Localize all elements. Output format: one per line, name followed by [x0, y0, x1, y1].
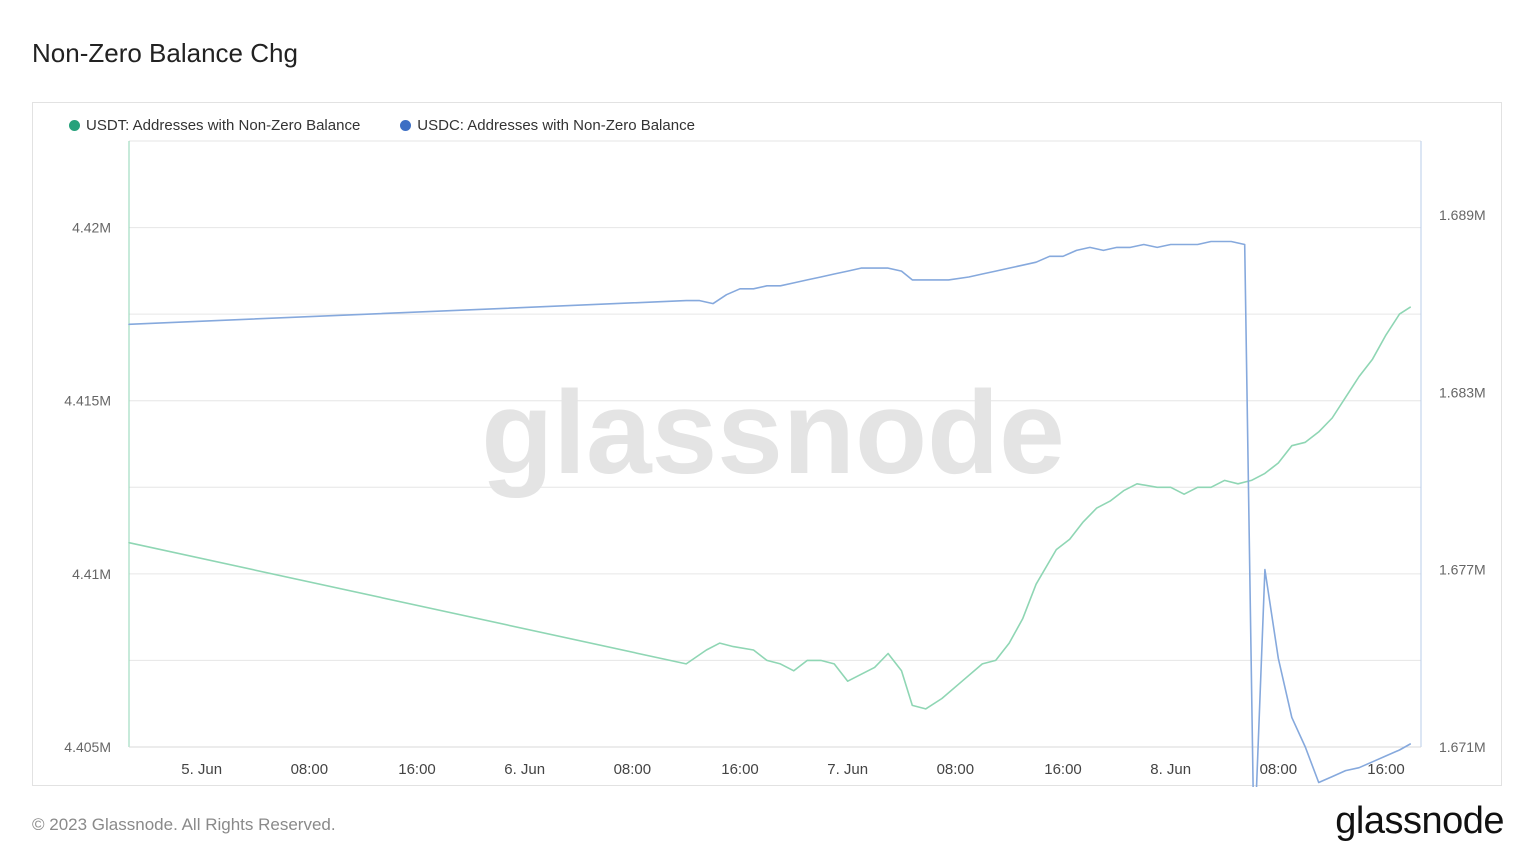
- chart-plot: glassnode 4.405M 4.41M 4.415M 4.42M 1.671M 1.6…: [64, 140, 1486, 787]
- y-right-tick-label: 1.677M: [1439, 562, 1486, 578]
- x-tick-label: 08:00: [614, 761, 652, 778]
- x-tick-label: 5. Jun: [181, 761, 222, 778]
- x-tick-label: 16:00: [721, 761, 759, 778]
- x-tick-label: 7. Jun: [827, 761, 868, 778]
- footer-copyright: © 2023 Glassnode. All Rights Reserved.: [32, 815, 336, 834]
- legend-dot-usdc: [400, 120, 412, 131]
- x-tick-label: 08:00: [291, 761, 329, 778]
- chart-container: glassnode 4.405M 4.41M 4.415M 4.42M 1.671M 1.6…: [32, 102, 1502, 787]
- legend-item-usdc[interactable]: USDC: Addresses with Non-Zero Balance: [400, 117, 695, 134]
- x-tick-label: 16:00: [1044, 761, 1082, 778]
- legend-dot-usdt: [69, 120, 80, 131]
- y-right-tick-label: 1.671M: [1439, 739, 1486, 755]
- legend-label-usdc: USDC: Addresses with Non-Zero Balance: [417, 117, 695, 134]
- x-tick-label: 6. Jun: [504, 761, 545, 778]
- x-tick-label: 16:00: [1367, 761, 1405, 778]
- usdc-series-line: [128, 240, 1411, 787]
- x-tick-label: 08:00: [937, 761, 975, 778]
- legend-label-usdt: USDT: Addresses with Non-Zero Balance: [86, 117, 361, 134]
- x-tick-label: 16:00: [398, 761, 436, 778]
- usdt-series-line: [128, 306, 1411, 710]
- watermark-text: glassnode: [481, 367, 1065, 499]
- page-title: Non-Zero Balance Chg: [32, 38, 298, 68]
- glassnode-logo[interactable]: glassnode: [1335, 800, 1504, 842]
- x-tick-label: 08:00: [1260, 761, 1298, 778]
- y-left-tick-label: 4.41M: [72, 566, 111, 582]
- chart-legend: USDT: Addresses with Non-Zero Balance US…: [69, 117, 695, 134]
- x-tick-label: 8. Jun: [1150, 761, 1191, 778]
- y-left-tick-label: 4.42M: [72, 220, 111, 236]
- y-left-tick-label: 4.415M: [64, 393, 111, 409]
- y-right-tick-label: 1.689M: [1439, 207, 1486, 223]
- y-right-tick-label: 1.683M: [1439, 384, 1486, 400]
- legend-item-usdt[interactable]: USDT: Addresses with Non-Zero Balance: [69, 117, 360, 134]
- y-left-tick-label: 4.405M: [64, 739, 111, 755]
